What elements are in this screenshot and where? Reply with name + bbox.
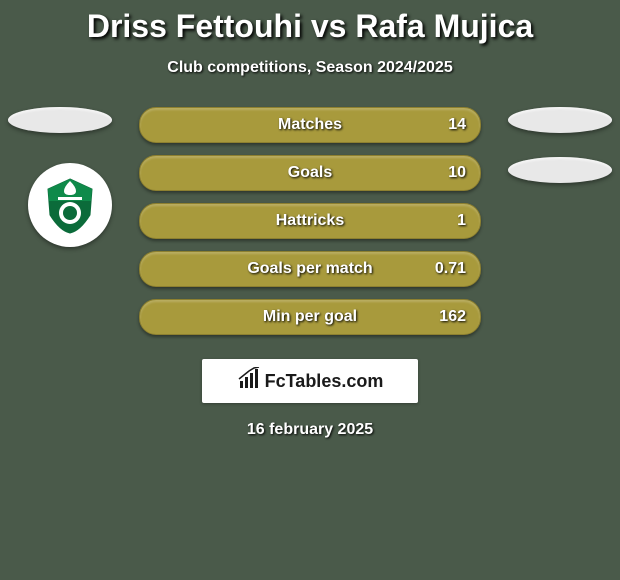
stat-label: Goals per match bbox=[140, 260, 480, 278]
chart-icon bbox=[237, 367, 261, 396]
stat-label: Matches bbox=[140, 116, 480, 134]
stat-value-right: 0.71 bbox=[435, 260, 466, 278]
stat-label: Min per goal bbox=[140, 308, 480, 326]
stat-bar-hattricks: Hattricks 1 bbox=[139, 203, 481, 239]
stat-value-right: 162 bbox=[439, 308, 466, 326]
infographic-card: Driss Fettouhi vs Rafa Mujica Club compe… bbox=[0, 0, 620, 440]
stat-value-right: 14 bbox=[448, 116, 466, 134]
stat-bar-goals-per-match: Goals per match 0.71 bbox=[139, 251, 481, 287]
subtitle: Club competitions, Season 2024/2025 bbox=[0, 59, 620, 77]
stat-value-right: 1 bbox=[457, 212, 466, 230]
player-right-oval-1 bbox=[508, 107, 612, 133]
player-right-oval-2 bbox=[508, 157, 612, 183]
stat-label: Goals bbox=[140, 164, 480, 182]
footer-date: 16 february 2025 bbox=[0, 421, 620, 439]
page-title: Driss Fettouhi vs Rafa Mujica bbox=[0, 0, 620, 45]
player-left-oval bbox=[8, 107, 112, 133]
brand-text: FcTables.com bbox=[265, 371, 384, 392]
stat-bar-matches: Matches 14 bbox=[139, 107, 481, 143]
stat-bars: Matches 14 Goals 10 Hattricks 1 Goals pe… bbox=[139, 107, 481, 335]
club-crest-icon bbox=[40, 175, 100, 235]
stat-bar-goals: Goals 10 bbox=[139, 155, 481, 191]
stat-value-right: 10 bbox=[448, 164, 466, 182]
brand-logo: FcTables.com bbox=[202, 359, 418, 403]
club-badge bbox=[28, 163, 112, 247]
stat-bar-min-per-goal: Min per goal 162 bbox=[139, 299, 481, 335]
content-area: Matches 14 Goals 10 Hattricks 1 Goals pe… bbox=[0, 107, 620, 335]
stat-label: Hattricks bbox=[140, 212, 480, 230]
